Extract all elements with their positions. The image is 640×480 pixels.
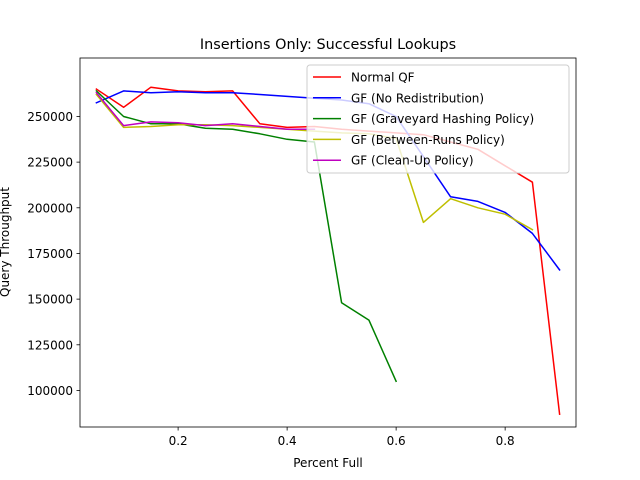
legend-label: GF (Between-Runs Policy): [351, 133, 505, 147]
legend-label: GF (Graveyard Hashing Policy): [351, 112, 534, 126]
x-tick-label: 0.6: [387, 434, 406, 448]
y-tick-label: 125000: [27, 338, 73, 352]
legend-label: GF (Clean-Up Policy): [351, 154, 474, 168]
plot-frame: [79, 57, 577, 428]
series-line-4: [95, 91, 316, 130]
y-tick-label: 175000: [27, 247, 73, 261]
y-tick-label: 200000: [27, 201, 73, 215]
x-axis: 0.2 0.4 0.6 0.8: [169, 427, 515, 448]
y-axis-label: Query Throughput: [0, 187, 12, 297]
x-tick-label: 0.8: [496, 434, 515, 448]
x-axis-label: Percent Full: [293, 456, 363, 470]
legend-label: GF (No Redistribution): [351, 91, 484, 105]
y-tick-label: 100000: [27, 384, 73, 398]
x-tick-label: 0.4: [278, 434, 297, 448]
y-axis: 100000 125000 150000 175000 200000 225000 2500…: [27, 110, 80, 398]
x-tick-label: 0.2: [169, 434, 188, 448]
chart-title: Insertions Only: Successful Lookups: [200, 37, 456, 53]
y-tick-label: 225000: [27, 156, 73, 170]
legend-label: Normal QF: [351, 71, 415, 85]
y-tick-label: 150000: [27, 293, 73, 307]
y-tick-label: 250000: [27, 110, 73, 124]
legend: Normal QF GF (No Redistribution) GF (Grave…: [306, 64, 570, 174]
legend-box: [306, 64, 570, 174]
